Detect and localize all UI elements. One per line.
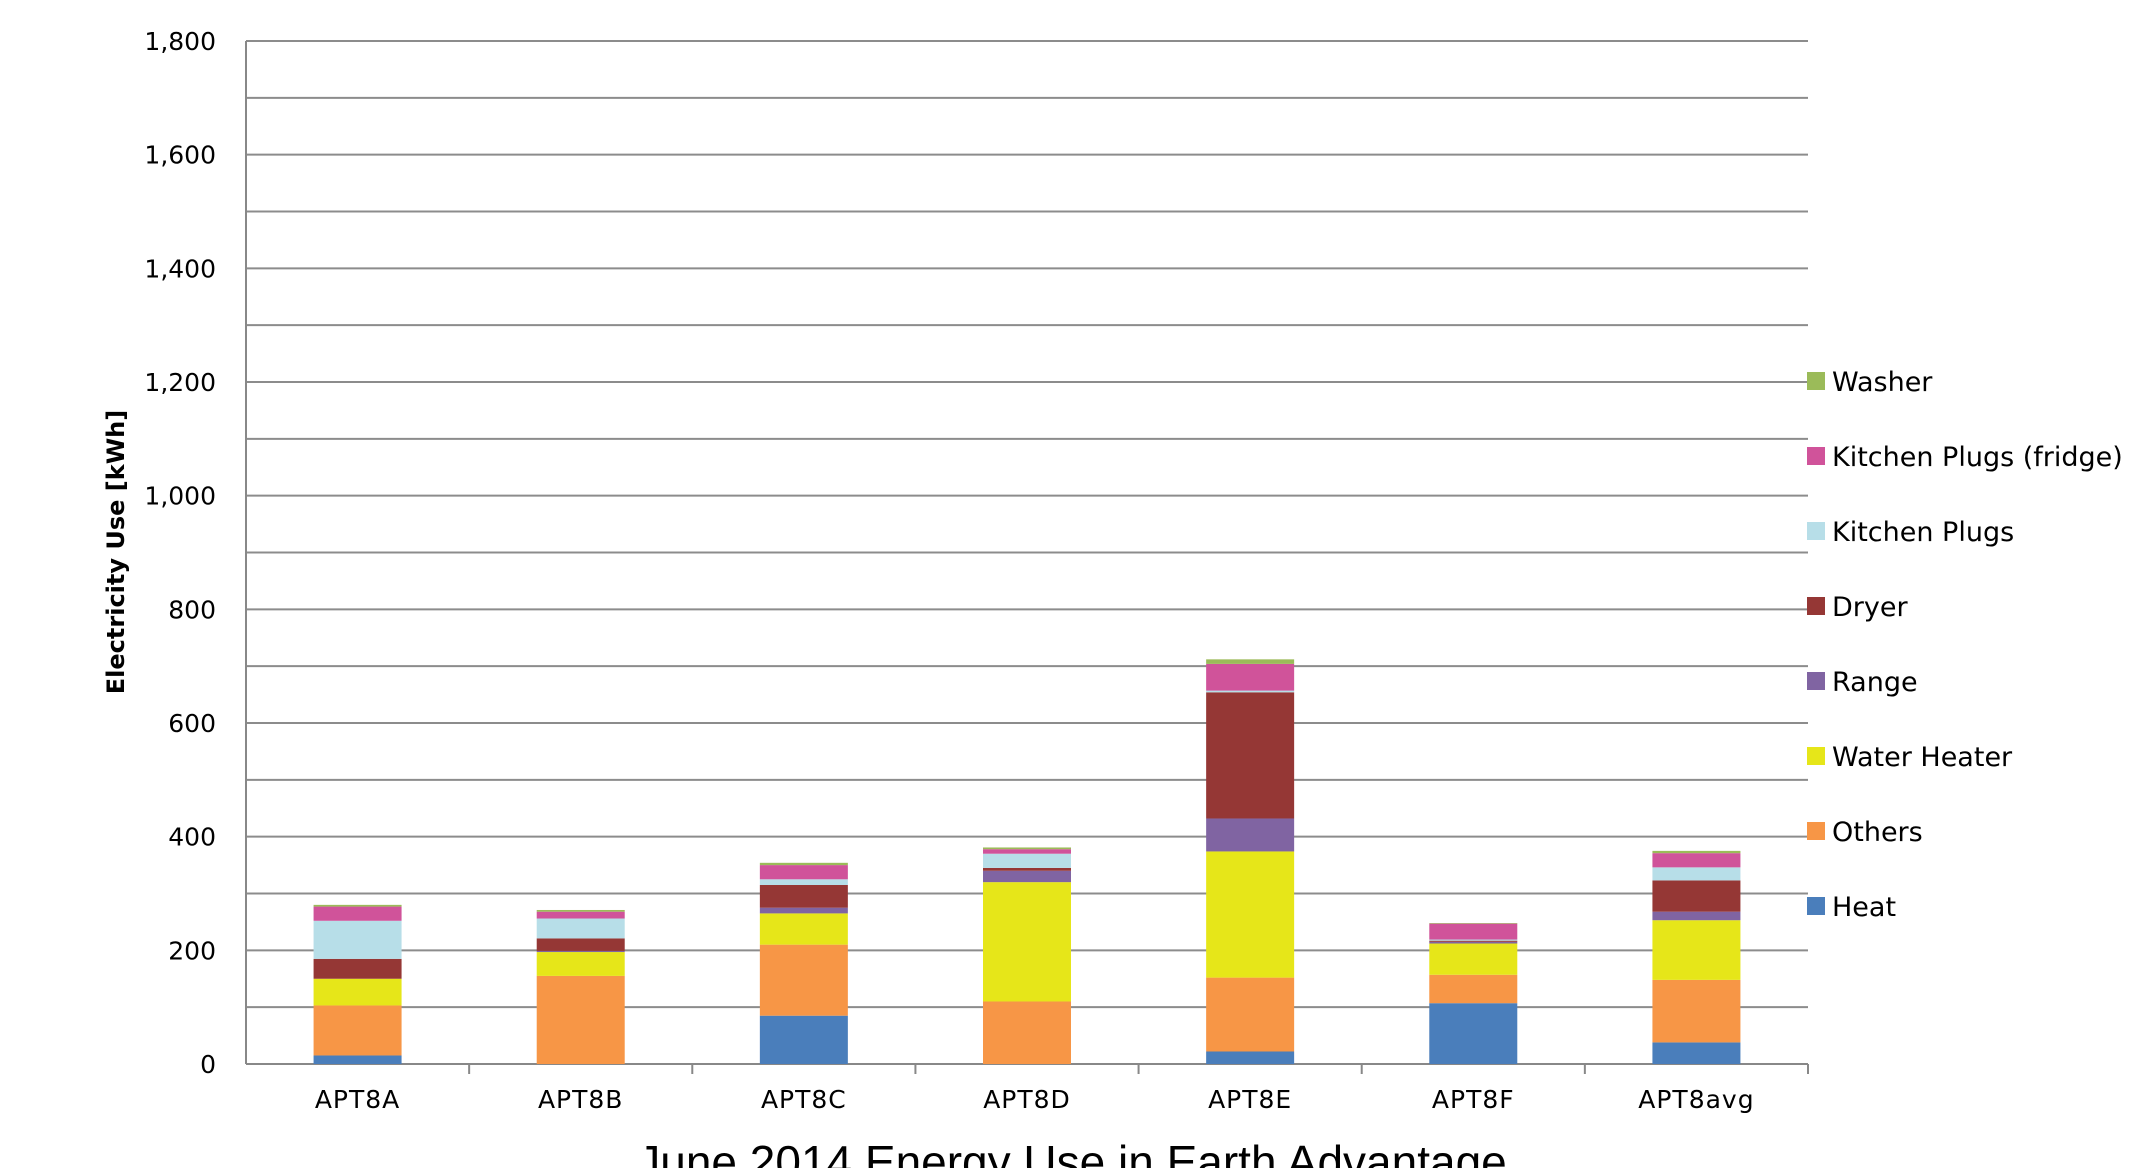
bar-segment — [313, 1005, 402, 1056]
bar-segment — [1206, 818, 1295, 852]
y-tick-label: 1,400 — [144, 254, 216, 283]
bar-segment — [536, 911, 625, 919]
bar-segment — [1652, 1042, 1741, 1064]
bar-segment — [536, 952, 625, 976]
bar-segment — [759, 862, 848, 866]
bar-segment — [1206, 1051, 1295, 1064]
chart-title: June 2014 Energy Use in Earth Advantage — [637, 1136, 1507, 1168]
legend-label: Range — [1832, 667, 1918, 698]
bar-segment — [759, 865, 848, 880]
bar-segment — [536, 938, 625, 951]
bar-segment — [536, 918, 625, 939]
legend-label: Washer — [1832, 367, 1933, 398]
bar-segment — [1206, 690, 1295, 693]
legend: Washer Kitchen Plugs (fridge) Kitchen Plug… — [1807, 367, 2123, 923]
bar-segment — [1429, 923, 1518, 940]
y-tick-label: 0 — [200, 1050, 216, 1079]
bar-segment — [313, 920, 402, 959]
bar-segment — [983, 853, 1071, 868]
bar-segment — [1652, 880, 1741, 912]
bar-segment — [1206, 851, 1295, 978]
legend-swatch — [1807, 822, 1825, 840]
bar-segment — [1652, 850, 1741, 854]
x-tick-labels: APT8A APT8B APT8C APT8D APT8E APT8F APT8avg — [315, 1085, 1754, 1114]
bar-segment — [759, 944, 848, 1016]
x-tick-label: APT8C — [761, 1085, 847, 1114]
bar-segment — [313, 978, 402, 1006]
legend-label: Water Heater — [1832, 742, 2013, 773]
bar-segment — [759, 913, 848, 945]
bars — [313, 659, 1809, 1074]
bar-segment — [1206, 663, 1295, 691]
bar-segment — [983, 867, 1071, 871]
bar-segment — [1652, 853, 1741, 868]
legend-label: Kitchen Plugs (fridge) — [1832, 442, 2123, 473]
bar-segment — [1206, 692, 1295, 819]
y-tick-label: 1,000 — [144, 482, 216, 511]
bar-segment — [1652, 920, 1741, 980]
y-tick-label: 1,600 — [144, 141, 216, 170]
bar-segment — [313, 958, 402, 979]
bar-segment — [983, 847, 1071, 850]
bar-segment — [536, 975, 625, 1064]
bar-segment — [1429, 943, 1518, 975]
bar-segment — [1429, 941, 1518, 944]
x-tick-label: APT8avg — [1638, 1085, 1754, 1114]
bar-segment — [1429, 939, 1518, 941]
bar-segment — [1206, 659, 1295, 664]
legend-swatch — [1807, 672, 1825, 690]
x-tick-label: APT8D — [983, 1085, 1071, 1114]
x-tick-label: APT8E — [1208, 1085, 1292, 1114]
bar-segment — [759, 884, 848, 908]
x-tick-label: APT8B — [538, 1085, 624, 1114]
legend-swatch — [1807, 372, 1825, 390]
legend-swatch — [1807, 597, 1825, 615]
y-axis-title: Electricity Use [kWh] — [102, 410, 130, 694]
legend-swatch — [1807, 747, 1825, 765]
bar-segment — [313, 906, 402, 921]
bar-segment — [536, 950, 625, 953]
bar-segment — [759, 879, 848, 885]
legend-label: Heat — [1832, 892, 1896, 923]
legend-label: Others — [1832, 817, 1923, 848]
bar-segment — [313, 1055, 402, 1064]
y-tick-label: 200 — [168, 936, 216, 965]
y-tick-label: 1,200 — [144, 368, 216, 397]
x-tick-label: APT8A — [315, 1085, 400, 1114]
bar-segment — [1652, 867, 1741, 881]
bar-segment — [983, 870, 1071, 883]
legend-swatch — [1807, 447, 1825, 465]
bar-segment — [1652, 911, 1741, 921]
legend-label: Dryer — [1832, 592, 1908, 623]
bar-segment — [1429, 974, 1518, 1004]
bar-segment — [983, 849, 1071, 854]
y-tick-label: 600 — [168, 709, 216, 738]
bar-segment — [759, 1015, 848, 1064]
bar-segment — [1429, 940, 1518, 942]
y-tick-label: 400 — [168, 823, 216, 852]
grid-lines — [246, 40, 1808, 1009]
bar-segment — [759, 907, 848, 914]
bar-segment — [1429, 923, 1518, 924]
y-tick-label: 800 — [168, 595, 216, 624]
bar-segment — [983, 882, 1071, 1002]
legend-swatch — [1807, 897, 1825, 915]
bar-segment — [1652, 979, 1741, 1043]
bar-segment — [536, 909, 625, 912]
y-tick-labels: 0 200 400 600 800 1,000 1,200 1,400 1,600 1,800 — [144, 27, 216, 1079]
y-tick-label: 1,800 — [144, 27, 216, 56]
bar-segment — [313, 904, 402, 907]
x-tick-label: APT8F — [1432, 1085, 1515, 1114]
bar-segment — [983, 1001, 1071, 1064]
legend-label: Kitchen Plugs — [1832, 517, 2014, 548]
bar-segment — [1206, 977, 1295, 1052]
bar-segment — [1429, 1003, 1518, 1064]
legend-swatch — [1807, 522, 1825, 540]
